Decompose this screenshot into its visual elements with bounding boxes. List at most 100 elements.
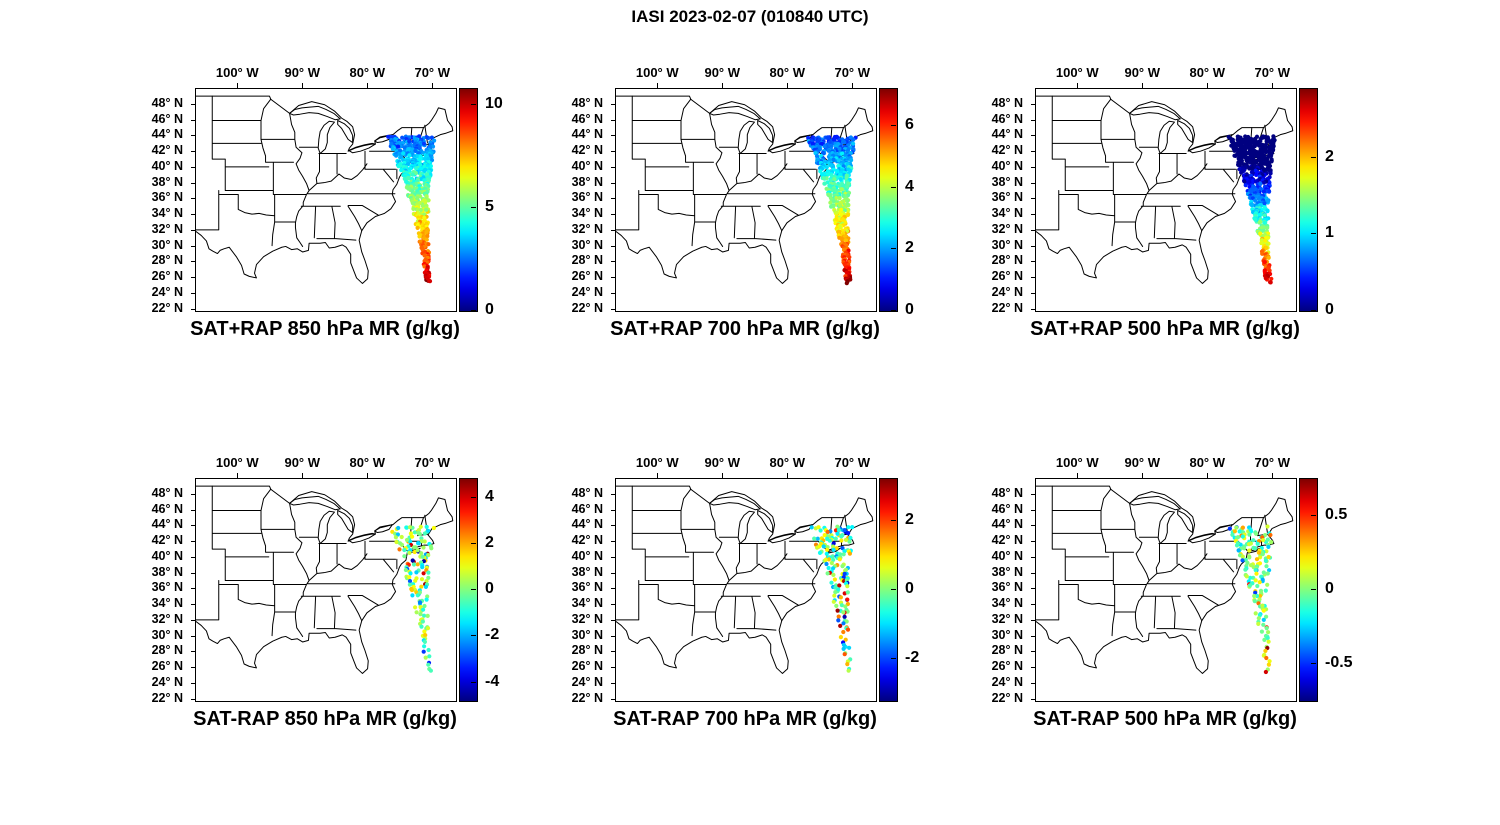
scatter-point <box>393 535 398 540</box>
scatter-point <box>415 593 420 598</box>
scatter-point <box>421 649 426 654</box>
y-tick-mark <box>611 588 616 590</box>
scatter-point <box>1265 524 1270 529</box>
colorbar-tick-mark <box>891 248 896 250</box>
us-map <box>196 95 454 284</box>
y-tick-mark <box>1031 103 1036 105</box>
scatter-point <box>425 613 430 618</box>
scatter-point <box>840 151 845 156</box>
scatter-point <box>1253 217 1258 222</box>
scatter-point <box>1263 648 1268 653</box>
scatter-point <box>420 204 426 209</box>
scatter-point <box>826 192 831 197</box>
scatter-point <box>1263 588 1268 593</box>
scatter-point <box>409 587 414 593</box>
scatter-point <box>407 550 412 555</box>
y-tick-mark <box>1031 198 1036 200</box>
y-tick-label: 34° N <box>151 596 183 611</box>
scatter-point <box>420 565 425 570</box>
x-tick-label: 80° W <box>349 65 386 80</box>
map-plot-area <box>191 88 457 312</box>
scatter-point <box>1269 540 1274 545</box>
scatter-point <box>423 584 428 589</box>
scatter-point <box>418 162 423 167</box>
y-tick-label: 30° N <box>991 237 1023 252</box>
scatter-points <box>1227 524 1274 675</box>
scatter-point <box>837 146 842 151</box>
scatter-points <box>1226 134 1277 285</box>
y-tick-mark <box>611 198 616 200</box>
y-tick-label: 26° N <box>151 659 183 674</box>
y-tick-label: 42° N <box>991 143 1023 158</box>
scatter-point <box>831 547 836 552</box>
scatter-point <box>1261 180 1266 185</box>
y-tick-mark <box>191 151 196 153</box>
scatter-point <box>422 253 427 258</box>
scatter-point <box>1261 189 1266 194</box>
y-tick-mark <box>191 245 196 247</box>
scatter-point <box>829 580 834 585</box>
scatter-point <box>839 236 844 241</box>
scatter-point <box>424 207 429 212</box>
scatter-point <box>423 167 428 172</box>
scatter-point <box>837 583 842 588</box>
x-tick-label: 80° W <box>769 455 806 470</box>
y-tick-mark <box>191 292 196 294</box>
y-tick-label: 34° N <box>991 206 1023 221</box>
scatter-point <box>1251 538 1256 543</box>
scatter-point <box>1230 532 1235 537</box>
x-tick-label: 70° W <box>414 455 451 470</box>
scatter-point <box>1260 577 1265 582</box>
scatter-point <box>1261 608 1266 613</box>
scatter-point <box>843 537 849 542</box>
scatter-point <box>1264 614 1269 619</box>
scatter-point <box>413 170 418 176</box>
x-tick-mark <box>302 473 304 478</box>
scatter-point <box>1262 260 1267 265</box>
scatter-point <box>426 553 431 558</box>
x-tick-label: 100° W <box>215 65 259 80</box>
y-tick-label: 46° N <box>571 501 603 516</box>
scatter-point <box>1263 669 1268 675</box>
colorbar-tick-mark <box>1311 310 1316 311</box>
y-tick-label: 26° N <box>571 659 603 674</box>
scatter-point <box>410 172 415 177</box>
x-tick-mark <box>237 83 239 88</box>
scatter-point <box>390 146 395 151</box>
y-tick-label: 48° N <box>991 95 1023 110</box>
scatter-point <box>809 525 814 530</box>
x-tick-label: 100° W <box>1055 455 1099 470</box>
panel-title: SAT-RAP 700 hPa MR (g/kg) <box>613 708 877 730</box>
scatter-point <box>1252 599 1257 604</box>
y-tick-mark <box>1031 667 1036 669</box>
scatter-point <box>1267 268 1272 273</box>
scatter-point <box>1265 635 1270 641</box>
y-tick-label: 38° N <box>571 174 603 189</box>
scatter-point <box>426 662 431 667</box>
scatter-point <box>817 544 822 549</box>
scatter-point <box>1265 225 1270 230</box>
scatter-point <box>1255 583 1260 589</box>
scatter-point <box>826 148 831 153</box>
y-tick-label: 22° N <box>571 300 603 315</box>
scatter-point <box>817 550 823 555</box>
scatter-point <box>1261 225 1266 230</box>
scatter-point <box>1261 622 1266 627</box>
scatter-point <box>414 570 419 575</box>
x-tick-label: 90° W <box>284 455 321 470</box>
y-tick-mark <box>1031 604 1036 606</box>
scatter-point <box>1239 170 1244 175</box>
y-tick-label: 38° N <box>571 564 603 579</box>
scatter-point <box>825 547 830 552</box>
map-panel-sat-minus-rap-850: 100° W 90° W 80° W 70° W 48° N 46° N 44° N 42°… <box>152 455 525 748</box>
scatter-point <box>421 545 426 550</box>
scatter-point <box>1255 541 1260 546</box>
scatter-point <box>831 199 836 204</box>
y-tick-label: 38° N <box>151 564 183 579</box>
scatter-point <box>1236 548 1241 553</box>
scatter-point <box>1258 181 1263 186</box>
scatter-point <box>845 279 850 284</box>
colorbar-tick-label: 0 <box>485 301 494 318</box>
scatter-point <box>1264 626 1269 631</box>
scatter-point <box>1269 276 1274 281</box>
